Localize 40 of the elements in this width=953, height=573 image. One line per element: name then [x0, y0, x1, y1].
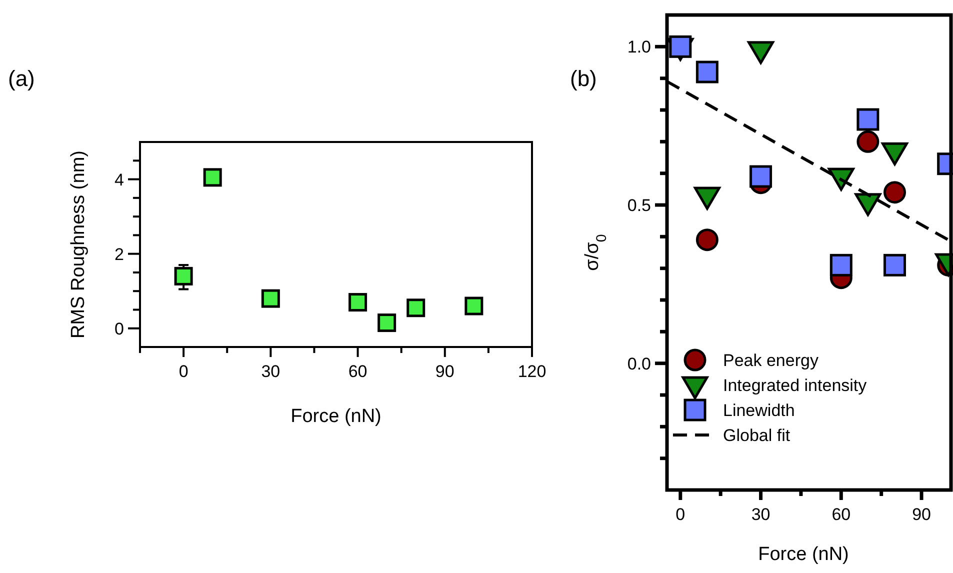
y-tick-label: 1.0: [627, 38, 651, 57]
point: [856, 108, 880, 131]
point: [174, 266, 193, 286]
x-tick-label: 90: [435, 362, 454, 381]
x-axis-title: Force (nN): [758, 544, 849, 565]
y-tick-label: 2: [114, 244, 124, 264]
x-tick-label: 60: [348, 362, 368, 381]
point: [883, 181, 906, 204]
point: [696, 60, 718, 84]
legend-label: Peak energy: [723, 351, 819, 370]
x-tick-label: 30: [261, 362, 280, 381]
point: [856, 130, 880, 153]
x-tick-label: 90: [912, 505, 931, 524]
x-axis-title: Force (nN): [290, 406, 382, 427]
y-axis-title: RMS Roughness (nm): [68, 150, 89, 338]
y-tick-label: 4: [114, 170, 124, 190]
legend-label: Global fit: [723, 426, 790, 445]
x-tick-label: 0: [676, 505, 686, 524]
x-tick-label: 30: [751, 505, 770, 524]
y-tick-label: 0.5: [627, 196, 651, 215]
point: [348, 293, 368, 312]
point: [883, 254, 906, 276]
y-tick-label: 0.0: [627, 354, 651, 374]
point: [830, 254, 852, 276]
legend-label: Integrated intensity: [723, 376, 868, 395]
legend-label: Linewidth: [723, 401, 795, 420]
x-tick-label: 0: [178, 362, 188, 381]
y-tick-label: 0: [114, 319, 124, 338]
point: [669, 35, 692, 58]
text: (b): [570, 66, 597, 91]
point: [406, 298, 426, 318]
point: [464, 296, 484, 316]
point: [203, 168, 222, 187]
point: [378, 314, 396, 332]
point: [696, 228, 718, 252]
point: [750, 165, 772, 188]
chart-title: (a): [8, 66, 35, 91]
point: [261, 289, 280, 308]
x-tick-label: 120: [518, 362, 546, 381]
x-tick-label: 60: [832, 505, 851, 524]
